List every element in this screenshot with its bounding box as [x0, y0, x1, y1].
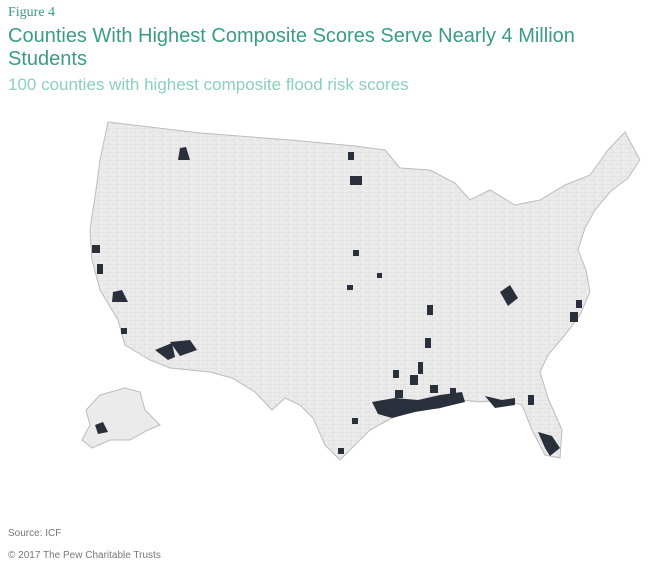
- title: Counties With Highest Composite Scores S…: [8, 25, 575, 70]
- source: Source: ICF: [8, 528, 62, 539]
- alaska: [81, 387, 161, 449]
- us-map: [81, 121, 641, 461]
- figure-label: Figure 4: [8, 5, 56, 20]
- contiguous-us: [89, 121, 641, 461]
- subtitle: 100 counties with highest composite floo…: [8, 75, 409, 94]
- copyright: © 2017 The Pew Charitable Trusts: [8, 550, 161, 561]
- high-risk-counties: [92, 147, 582, 456]
